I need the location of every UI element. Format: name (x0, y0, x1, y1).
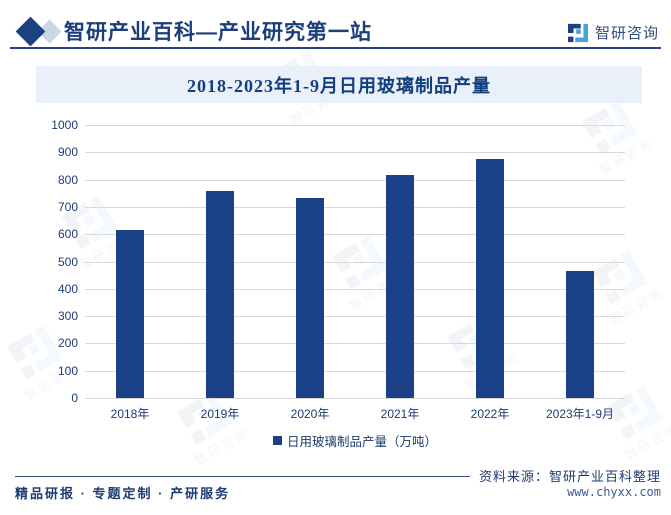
y-axis-tick-label: 800 (57, 172, 78, 187)
x-axis-tick-label: 2021年 (380, 407, 420, 421)
chart-title: 2018-2023年1-9月日用玻璃制品产量 (187, 75, 491, 96)
source-url: www.chyxx.com (567, 485, 661, 499)
y-axis-tick-label: 600 (57, 227, 78, 242)
brand-logo: 智研咨询 (567, 22, 659, 43)
legend-label: 日用玻璃制品产量（万吨） (286, 435, 437, 449)
x-axis-tick-label: 2019年 (200, 407, 240, 421)
y-axis-tick-label: 1000 (51, 118, 78, 132)
x-axis-tick-label: 2022年 (470, 407, 510, 421)
y-axis-tick-label: 200 (57, 336, 78, 351)
y-axis-tick-label: 400 (57, 281, 78, 296)
y-axis-tick-label: 300 (57, 309, 78, 324)
bar-2023年1-9月 (566, 270, 594, 398)
x-axis-tick-label: 2018年 (110, 407, 150, 421)
gridline (85, 234, 625, 236)
site-title: 智研产业百科—产业研究第一站 (64, 21, 372, 44)
gridline (85, 398, 625, 399)
bar-2018年 (116, 230, 144, 398)
bar-2022年 (476, 158, 504, 398)
x-axis-tick-label: 2020年 (290, 407, 330, 421)
bar-chart-plot-area: 1000 900 800 700 600 500 400 300 200 100 0 2018年 201… (51, 118, 625, 421)
y-axis-tick-label: 700 (57, 199, 78, 214)
gridline (85, 125, 625, 126)
gridline (85, 370, 625, 372)
diamond-icon-dark (15, 16, 46, 47)
data-source: 资料来源：智研产业百科整理 (478, 469, 661, 484)
gridline (85, 261, 625, 263)
gridline (85, 343, 625, 345)
footer-services: 精品研报 · 专题定制 · 产研服务 (15, 486, 231, 501)
footer-divider (15, 476, 470, 477)
gridline (85, 206, 625, 208)
chart-legend: 日用玻璃制品产量（万吨） (85, 431, 625, 450)
legend-marker-icon (272, 436, 282, 445)
x-axis-tick-label: 2023年1-9月 (545, 407, 615, 421)
header-divider (10, 47, 661, 49)
y-axis-tick-label: 900 (57, 145, 78, 160)
bar-2021年 (386, 175, 414, 398)
y-axis-tick-label: 100 (57, 363, 78, 378)
zhiyan-logo-icon (567, 23, 588, 42)
y-axis-tick-label: 0 (71, 391, 78, 405)
header: 智研产业百科—产业研究第一站 智研咨询 (0, 0, 671, 57)
bar-2019年 (206, 190, 234, 398)
gridline (85, 179, 625, 181)
brand-logo-label: 智研咨询 (594, 25, 659, 42)
gridline (85, 316, 625, 318)
gridline (85, 152, 625, 154)
gridline (85, 288, 625, 290)
bar-2020年 (296, 198, 324, 398)
chart-title-banner: 2018-2023年1-9月日用玻璃制品产量 (36, 66, 642, 103)
y-axis-tick-label: 500 (57, 254, 78, 269)
